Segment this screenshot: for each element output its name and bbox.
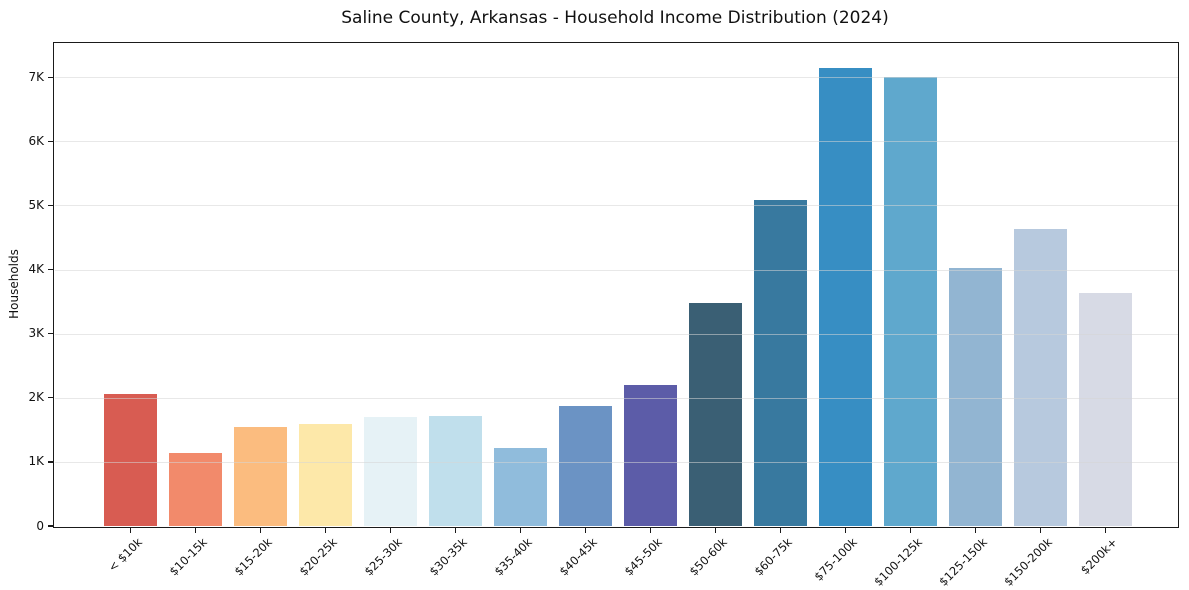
x-tick-label: $30-35k	[425, 535, 470, 579]
y-tick	[48, 140, 53, 143]
x-tick-label: $40-45k	[555, 535, 600, 579]
gridline-1K	[54, 461, 1178, 463]
bar-$75-100k	[819, 68, 872, 526]
x-tick-label: $75-100k	[810, 535, 860, 584]
x-tick	[454, 527, 457, 533]
bar-$60-75k	[754, 200, 807, 526]
bar-$10-15k	[169, 452, 222, 526]
x-tick	[324, 527, 327, 533]
x-tick	[1104, 527, 1107, 533]
bar-$45-50k	[624, 384, 677, 526]
y-tick-label: 5K	[28, 197, 44, 212]
chart-title: Saline County, Arkansas - Household Inco…	[341, 8, 889, 28]
gridline-5K	[54, 205, 1178, 207]
bar-$15-20k	[234, 427, 287, 526]
bar-$50-60k	[689, 302, 742, 526]
x-tick	[909, 527, 912, 533]
x-tick-label: $25-30k	[360, 535, 405, 579]
x-tick-label: $150-200k	[1000, 535, 1055, 589]
x-tick	[714, 527, 717, 533]
y-tick	[48, 332, 53, 335]
x-tick	[519, 527, 522, 533]
x-tick-label: $60-75k	[750, 535, 795, 579]
y-tick	[48, 397, 53, 399]
gridline-3K	[54, 333, 1178, 335]
bar-< $10k	[104, 393, 157, 526]
x-tick	[194, 527, 197, 533]
x-tick-label: $125-150k	[935, 535, 990, 589]
bar-$150-200k	[1014, 229, 1067, 526]
bar-$35-40k	[494, 447, 547, 526]
x-tick-label: $200k+	[1077, 535, 1120, 578]
y-tick-label: 1K	[28, 454, 44, 469]
y-tick-label: 6K	[28, 133, 44, 148]
gridline-2K	[54, 397, 1178, 399]
y-tick-label: 4K	[28, 262, 44, 277]
x-tick-label: $20-25k	[295, 535, 340, 579]
y-tick	[48, 204, 53, 207]
x-tick-label: $10-15k	[165, 535, 210, 579]
y-tick-label: 0	[36, 518, 44, 533]
x-tick	[1039, 527, 1042, 533]
x-tick	[779, 527, 782, 533]
y-tick-label: 3K	[28, 326, 44, 341]
x-tick	[259, 527, 262, 533]
x-tick	[974, 527, 977, 533]
x-tick-label: < $10k	[104, 535, 145, 575]
y-tick	[48, 268, 53, 271]
bar-$25-30k	[364, 417, 417, 526]
bar-$125-150k	[949, 268, 1002, 526]
bar-$30-35k	[429, 416, 482, 526]
x-tick	[844, 527, 847, 533]
y-tick	[48, 461, 53, 463]
bar-$200k+	[1079, 293, 1132, 526]
x-tick-label: $50-60k	[685, 535, 730, 579]
y-tick-label: 7K	[28, 69, 44, 84]
bar-$100-125k	[884, 77, 937, 526]
y-axis-label: Households	[7, 249, 21, 319]
x-tick-label: $100-125k	[870, 535, 925, 589]
gridline-7K	[54, 77, 1178, 79]
bar-$20-25k	[299, 424, 352, 526]
x-tick-label: $45-50k	[620, 535, 665, 579]
y-tick	[48, 76, 53, 78]
x-tick	[649, 527, 652, 533]
x-tick-label: $15-20k	[230, 535, 275, 579]
x-tick-label: $35-40k	[490, 535, 535, 579]
y-tick	[48, 525, 53, 527]
x-tick	[129, 527, 132, 533]
gridline-4K	[54, 269, 1178, 271]
bar-$40-45k	[559, 406, 612, 526]
x-tick	[584, 527, 587, 533]
gridline-6K	[54, 141, 1178, 143]
y-tick-label: 2K	[28, 390, 44, 405]
x-tick	[389, 527, 392, 533]
